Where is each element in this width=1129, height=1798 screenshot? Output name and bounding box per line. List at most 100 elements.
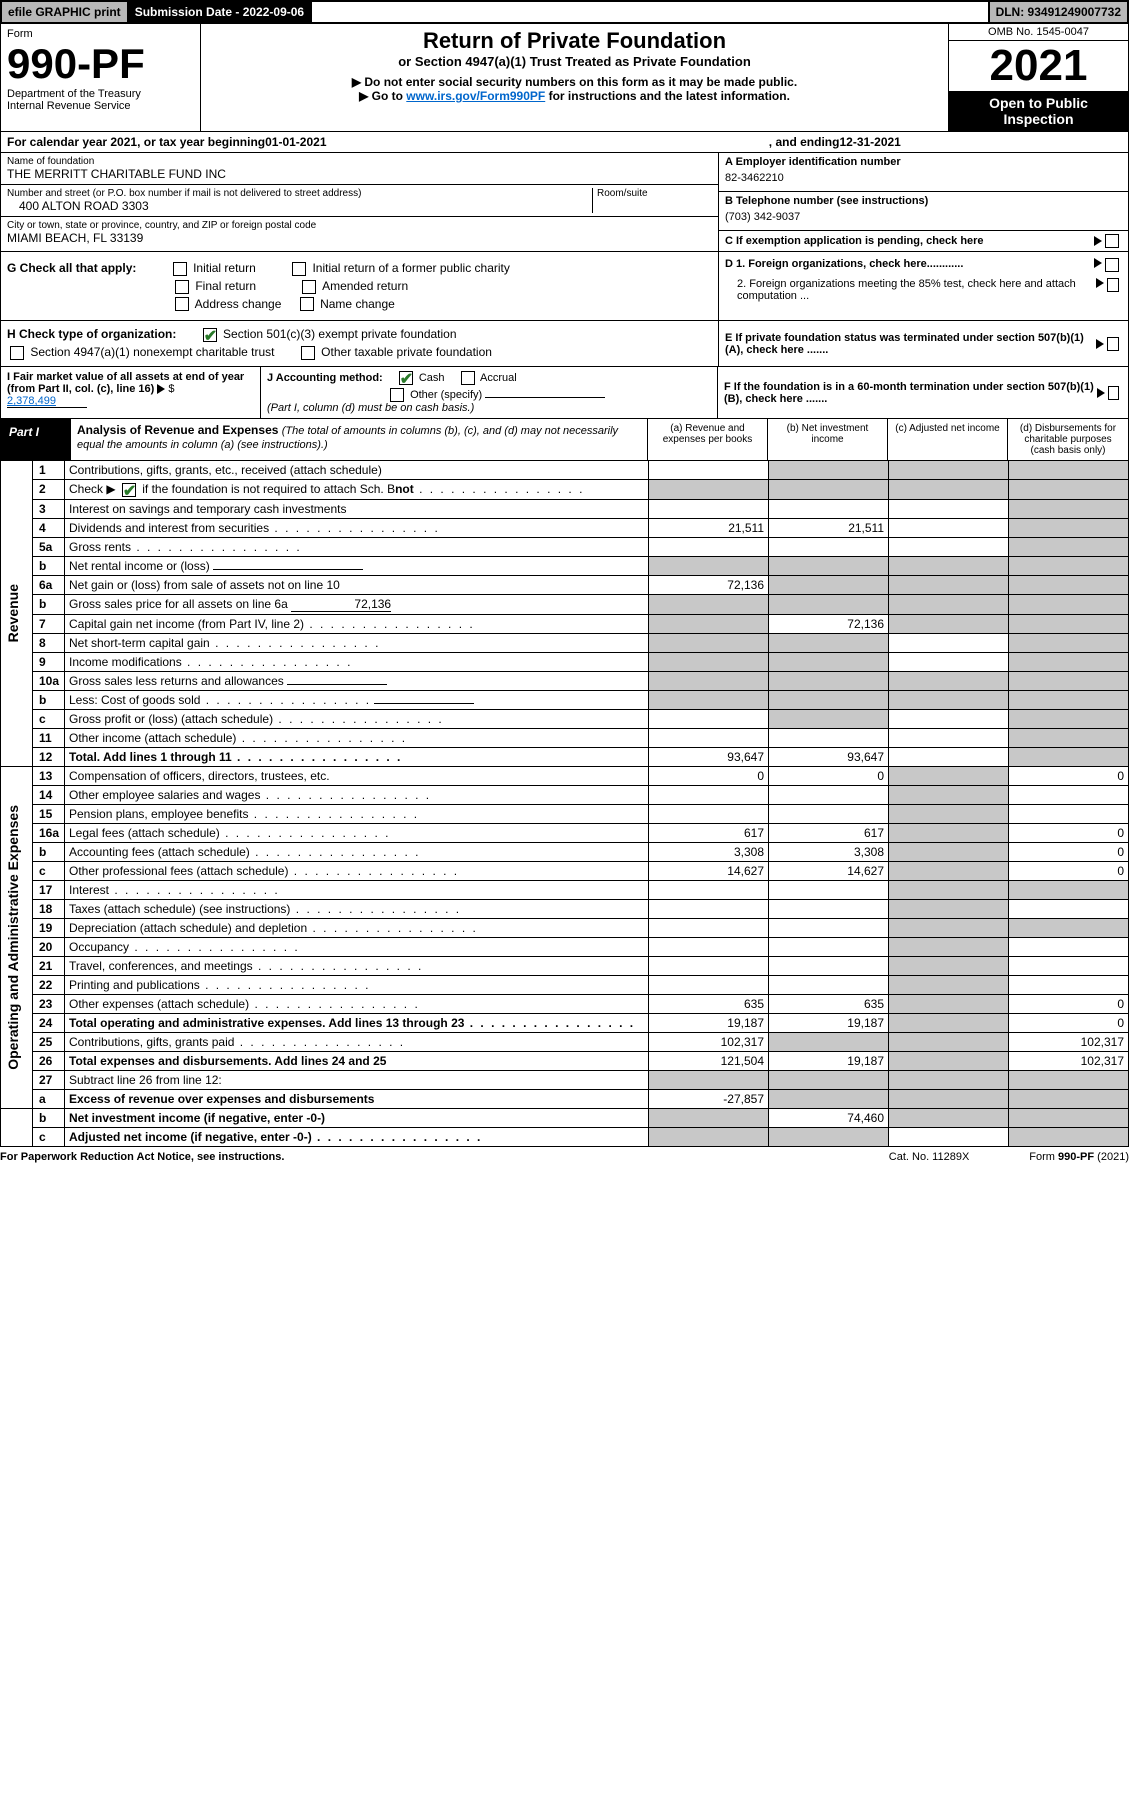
i-value[interactable]: 2,378,499 [7, 395, 87, 408]
g-o2: Initial return of a former public charit… [312, 261, 509, 275]
footer: For Paperwork Reduction Act Notice, see … [0, 1147, 1129, 1167]
d2-checkbox[interactable] [1107, 278, 1119, 292]
dept-line2: Internal Revenue Service [7, 100, 194, 112]
col-b-header: (b) Net investment income [768, 419, 888, 460]
calendar-row: For calendar year 2021, or tax year begi… [0, 132, 1129, 153]
j-accrual-checkbox[interactable] [461, 371, 475, 385]
e-checkbox[interactable] [1107, 337, 1119, 351]
arrow-icon [1096, 278, 1104, 288]
tax-year: 2021 [949, 41, 1128, 91]
v23b: 635 [769, 994, 889, 1013]
v16ab: 617 [769, 823, 889, 842]
j-cash-checkbox[interactable] [399, 371, 413, 385]
efile-label[interactable]: efile GRAPHIC print [2, 2, 129, 22]
arrow-icon [157, 384, 165, 394]
v25a: 102,317 [649, 1032, 769, 1051]
g-final-checkbox[interactable] [175, 280, 189, 294]
row-10a: Gross sales less returns and allowances [69, 674, 284, 688]
g-initial-former-checkbox[interactable] [292, 262, 306, 276]
g-address-checkbox[interactable] [175, 297, 189, 311]
row-9: Income modifications [69, 655, 182, 669]
j-note: (Part I, column (d) must be on cash basi… [267, 402, 711, 414]
identity-block: Name of foundation THE MERRITT CHARITABL… [0, 153, 1129, 252]
h-other-checkbox[interactable] [301, 346, 315, 360]
v16aa: 617 [649, 823, 769, 842]
v27bb: 74,460 [769, 1108, 889, 1127]
form-number: 990-PF [7, 40, 194, 88]
v24b: 19,187 [769, 1013, 889, 1032]
j-o1: Cash [419, 372, 445, 384]
row-2-post: if the foundation is not required to att… [142, 482, 395, 496]
row-23: Other expenses (attach schedule) [69, 997, 249, 1011]
r2-checkbox[interactable] [122, 483, 136, 497]
cal-mid: , and ending [769, 135, 840, 149]
v26b: 19,187 [769, 1051, 889, 1070]
g-o4: Amended return [322, 279, 408, 293]
f-checkbox[interactable] [1108, 386, 1119, 400]
arrow-icon [1094, 236, 1102, 246]
submission-date: Submission Date - 2022-09-06 [129, 2, 312, 22]
f-label: F If the foundation is in a 60-month ter… [724, 381, 1097, 405]
col-c-header: (c) Adjusted net income [888, 419, 1008, 460]
row-16c: Other professional fees (attach schedule… [69, 864, 288, 878]
room-label: Room/suite [597, 188, 712, 199]
row-27c: Adjusted net income (if negative, enter … [69, 1130, 312, 1144]
address: 400 ALTON ROAD 3303 [7, 199, 592, 213]
h-4947-checkbox[interactable] [10, 346, 24, 360]
phone-value: (703) 342-9037 [725, 207, 1122, 227]
row-10b: Less: Cost of goods sold [69, 693, 200, 707]
v13d: 0 [1009, 766, 1129, 785]
row-21: Travel, conferences, and meetings [69, 959, 253, 973]
form-link[interactable]: www.irs.gov/Form990PF [406, 89, 545, 103]
dln: DLN: 93491249007732 [988, 2, 1127, 22]
row-24: Total operating and administrative expen… [69, 1016, 464, 1030]
row-27a: Excess of revenue over expenses and disb… [65, 1089, 649, 1108]
c-checkbox[interactable] [1105, 234, 1119, 248]
options-gd: G Check all that apply: Initial return I… [0, 252, 1129, 321]
g-o1: Initial return [193, 261, 256, 275]
d1-checkbox[interactable] [1105, 258, 1119, 272]
row-5a: Gross rents [69, 540, 131, 554]
inspection-label: Open to Public Inspection [949, 91, 1128, 131]
d1-label: D 1. Foreign organizations, check here..… [725, 258, 963, 272]
col-a-header: (a) Revenue and expenses per books [648, 419, 768, 460]
j-other-checkbox[interactable] [390, 388, 404, 402]
g-amended-checkbox[interactable] [302, 280, 316, 294]
v6a: 72,136 [649, 575, 769, 594]
g-name-checkbox[interactable] [300, 297, 314, 311]
part1-title: Analysis of Revenue and Expenses [77, 423, 278, 437]
part1-table: Revenue 1Contributions, gifts, grants, e… [0, 461, 1129, 1147]
ein-value: 82-3462210 [725, 168, 1122, 188]
col-d-header: (d) Disbursements for charitable purpose… [1008, 419, 1128, 460]
row-17: Interest [69, 883, 109, 897]
g-initial-checkbox[interactable] [173, 262, 187, 276]
v27aa: -27,857 [649, 1089, 769, 1108]
row-27b: Net investment income (if negative, ente… [69, 1111, 325, 1125]
footer-form: Form 990-PF (2021) [1029, 1151, 1129, 1163]
g-o3: Final return [195, 279, 256, 293]
arrow-icon [1097, 388, 1105, 398]
v26a: 121,504 [649, 1051, 769, 1070]
row-4: Dividends and interest from securities [69, 521, 269, 535]
form-subtitle: or Section 4947(a)(1) Trust Treated as P… [205, 54, 944, 69]
city-label: City or town, state or province, country… [7, 220, 712, 231]
h-501c3-checkbox[interactable] [203, 328, 217, 342]
omb-number: OMB No. 1545-0047 [949, 24, 1128, 41]
expenses-side-label: Operating and Administrative Expenses [5, 805, 21, 1070]
arrow-icon [1096, 339, 1104, 349]
row-27: Subtract line 26 from line 12: [65, 1070, 649, 1089]
top-bar: efile GRAPHIC print Submission Date - 20… [0, 0, 1129, 24]
v23d: 0 [1009, 994, 1129, 1013]
v16cb: 14,627 [769, 861, 889, 880]
v16ca: 14,627 [649, 861, 769, 880]
v25d: 102,317 [1009, 1032, 1129, 1051]
v16cd: 0 [1009, 861, 1129, 880]
c-label: C If exemption application is pending, c… [725, 235, 984, 247]
row-2-pre: Check ▶ [69, 482, 116, 496]
row-16b: Accounting fees (attach schedule) [69, 845, 250, 859]
row-11: Other income (attach schedule) [69, 731, 236, 745]
j-o2: Accrual [480, 372, 517, 384]
row-6a: Net gain or (loss) from sale of assets n… [65, 575, 649, 594]
j-o3: Other (specify) [410, 389, 482, 401]
v16ad: 0 [1009, 823, 1129, 842]
